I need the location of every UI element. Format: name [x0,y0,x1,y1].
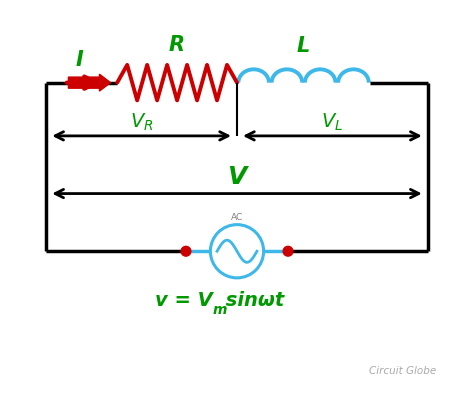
Text: Circuit Globe: Circuit Globe [369,366,437,376]
Text: V: V [228,165,246,189]
Circle shape [181,246,191,256]
Text: v = V: v = V [155,291,213,310]
Text: AC: AC [231,213,243,223]
Text: m: m [213,303,227,317]
Text: L: L [297,36,310,56]
Text: $V_R$: $V_R$ [130,112,154,133]
FancyArrow shape [68,74,110,91]
Text: sinωt: sinωt [219,291,284,310]
Circle shape [283,246,293,256]
Text: $V_L$: $V_L$ [321,112,344,133]
Text: I: I [76,50,83,70]
Text: R: R [169,35,185,55]
